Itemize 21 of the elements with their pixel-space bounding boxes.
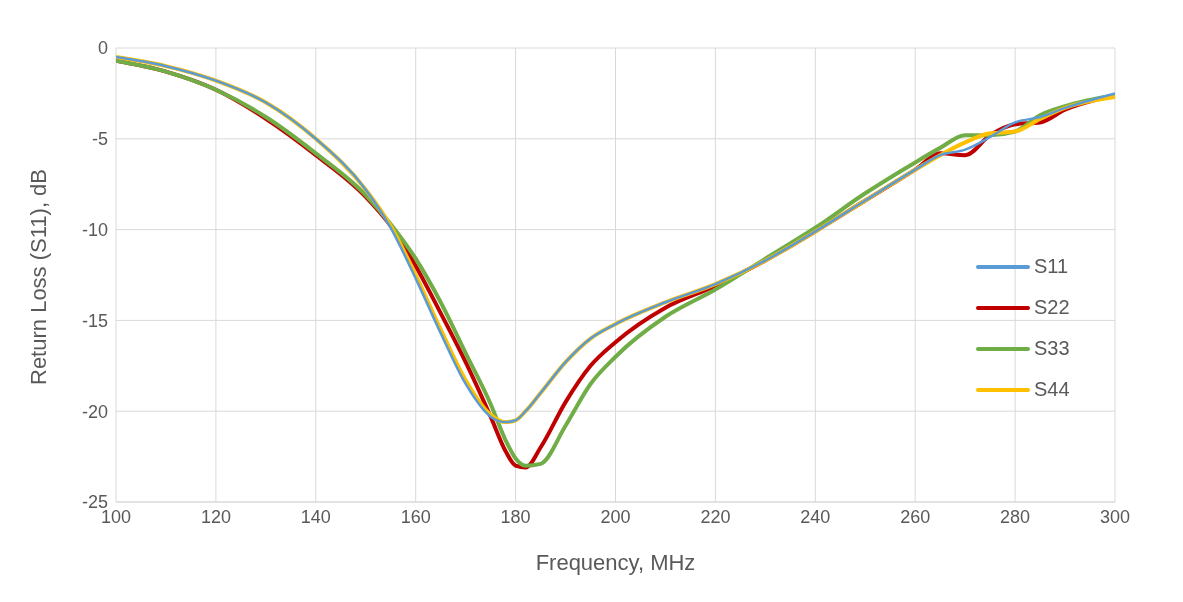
x-tick-label: 280 <box>1000 506 1031 527</box>
legend-label: S22 <box>1034 296 1070 319</box>
x-tick-label: 180 <box>500 506 531 527</box>
x-tick-label: 300 <box>1099 506 1131 527</box>
y-tick-label: 0 <box>97 38 108 59</box>
x-tick-label: 220 <box>700 506 731 527</box>
x-axis-title: Frequency, MHz <box>535 550 696 575</box>
x-tick-label: 140 <box>300 506 331 527</box>
x-tick-label: 240 <box>800 506 831 527</box>
legend-label: S11 <box>1034 255 1069 278</box>
y-tick-label: -15 <box>81 310 108 331</box>
y-axis-title: Return Loss (S11), dB <box>25 168 51 385</box>
x-tick-label: 260 <box>900 506 931 527</box>
y-tick-label: -20 <box>81 401 108 422</box>
legend-label: S33 <box>1034 337 1070 360</box>
y-tick-label: -5 <box>91 129 108 150</box>
x-tick-label: 200 <box>600 506 631 527</box>
legend-label: S44 <box>1034 378 1070 401</box>
y-tick-label: -10 <box>81 219 108 240</box>
x-tick-label: 120 <box>200 506 231 527</box>
x-tick-label: 160 <box>400 506 431 527</box>
